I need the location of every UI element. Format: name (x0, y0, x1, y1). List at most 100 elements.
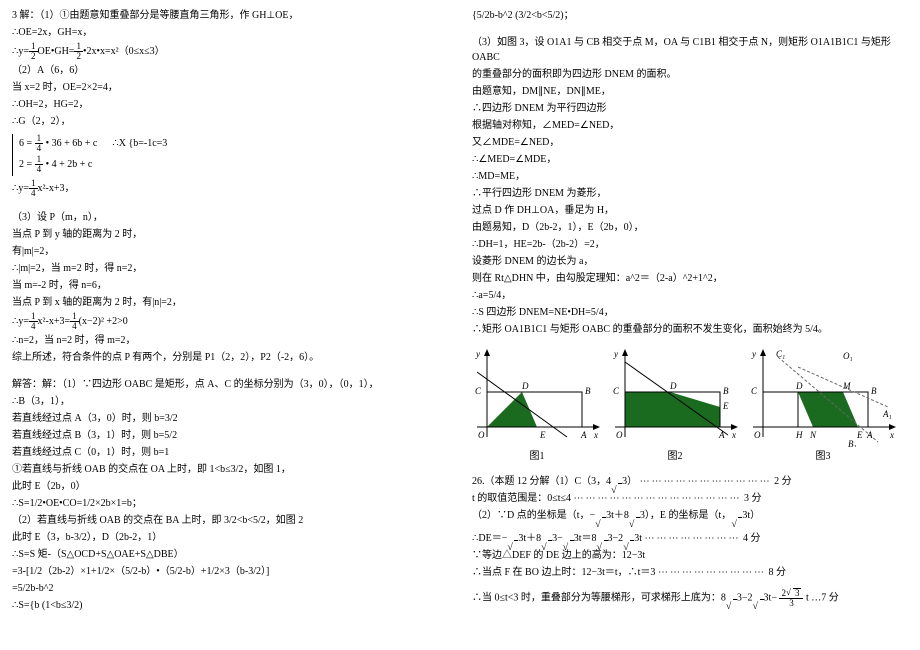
svg-text:B: B (871, 386, 877, 396)
text: ∴DH=1，HE=2b-（2b-2）=2， (472, 237, 908, 252)
spacer (12, 200, 448, 208)
text: ∵等边△DEF 的 DE 边上的高为：12−3t (472, 548, 908, 563)
text: ∴OE=2x，GH=x， (12, 25, 448, 40)
text: 若直线经过点 B（3，1）时，则 b=5/2 (12, 428, 448, 443)
svg-text:O: O (754, 430, 761, 440)
figure-label: 图3 (816, 449, 831, 464)
text: 设菱形 DNEM 的边长为 a， (472, 254, 908, 269)
text: 综上所述，符合条件的点 P 有两个，分别是 P1（2，2），P2（-2，6）。 (12, 350, 448, 365)
svg-text:x: x (593, 430, 598, 440)
svg-text:E: E (722, 401, 729, 411)
text: ∴S=S 矩-（S△OCD+S△OAE+S△DBE） (12, 547, 448, 562)
text: 26.（本题 12 分解（1）C（3，43） ⋯⋯⋯⋯⋯⋯⋯⋯⋯⋯⋯ 2 分 (472, 474, 908, 489)
text: ∴四边形 DNEM 为平行四边形 (472, 101, 908, 116)
svg-text:H: H (795, 430, 803, 440)
text: 当 x=2 时，OE=2×2=4， (12, 80, 448, 95)
figure-1: O x y C D B E A 图1 (472, 347, 602, 464)
text: {5/2b-b^2 (3/2<b<5/2)； (472, 8, 908, 23)
svg-text:E: E (856, 430, 863, 440)
svg-text:A: A (718, 430, 725, 440)
svg-text:C: C (475, 386, 482, 396)
svg-text:D: D (795, 381, 803, 391)
svg-text:y: y (475, 349, 480, 359)
svg-text:B: B (723, 386, 729, 396)
spacer (12, 367, 448, 375)
svg-text:O₁: O₁ (843, 351, 853, 361)
text: （2）∵D 点的坐标是（t，−3t＋83），E 的坐标是（t，3t） (472, 508, 908, 523)
text: ∴DE＝−3t＋83−3t＝83−23t ⋯⋯⋯⋯⋯⋯⋯⋯ 4 分 (472, 531, 908, 546)
svg-text:O: O (478, 430, 485, 440)
left-column: 3 解：（1）①由题意知重叠部分是等腰直角三角形，作 GH⊥OE， ∴OE=2x… (0, 0, 460, 650)
svg-text:C₁: C₁ (776, 349, 785, 359)
text: ∴矩形 OA1B1C1 与矩形 OABC 的重叠部分的面积不发生变化，面积始终为… (472, 322, 908, 337)
text: 当点 P 到 x 轴的距离为 2 时，有|n|=2， (12, 295, 448, 310)
figure-label: 图2 (668, 449, 683, 464)
text: ∴当 0≤t<3 时，重叠部分为等腰梯形，可求梯形上底为：83−23t− 233… (472, 588, 908, 608)
text: （2）若直线与折线 OAB 的交点在 BA 上时，即 3/2<b<5/2，如图 … (12, 513, 448, 528)
figure-3: O x y C C₁ D M B H N E A A₁ B₁ O₁ 图3 (748, 347, 898, 464)
text: （3）设 P（m，n）， (12, 210, 448, 225)
text: ∴y=14x²-x+3， (12, 179, 448, 198)
text: 解答：解：（1）∵四边形 OABC 是矩形，点 A、C 的坐标分别为（3，0），… (12, 377, 448, 392)
text: ∴OH=2，HG=2， (12, 97, 448, 112)
text: 则在 Rt△DHN 中，由勾股定理知：a^2＝（2-a）^2+1^2， (472, 271, 908, 286)
spacer (472, 25, 908, 33)
text: （2）A（6，6） (12, 63, 448, 78)
text: ∴G（2，2）， (12, 114, 448, 129)
figure-2: O x y C D B E A 图2 (610, 347, 740, 464)
text: （3）如图 3，设 O1A1 与 CB 相交于点 M，OA 与 C1B1 相交于… (472, 35, 908, 65)
svg-text:x: x (731, 430, 736, 440)
text: 由题易知，D（2b-2，1），E（2b，0）， (472, 220, 908, 235)
svg-text:D: D (669, 381, 677, 391)
text: ∴S=1/2•OE•CO=1/2×2b×1=b； (12, 496, 448, 511)
svg-text:x: x (889, 430, 894, 440)
svg-text:A: A (580, 430, 587, 440)
text: ∴n=2，当 n=2 时，得 m=2， (12, 333, 448, 348)
svg-text:B: B (585, 386, 591, 396)
text: =3-[1/2（2b-2）×1+1/2×（5/2-b）•（5/2-b）+1/2×… (12, 564, 448, 579)
svg-text:A₁: A₁ (882, 409, 892, 419)
svg-text:y: y (751, 349, 756, 359)
svg-text:B₁: B₁ (848, 439, 857, 447)
spacer (472, 525, 908, 529)
text: t 的取值范围是：0≤t≤4 ⋯⋯⋯⋯⋯⋯⋯⋯⋯⋯⋯⋯⋯⋯ 3 分 (472, 491, 908, 506)
text: 当点 P 到 y 轴的距离为 2 时， (12, 227, 448, 242)
text: 此时 E（3，b-3/2），D（2b-2，1） (12, 530, 448, 545)
text: 若直线经过点 C（0，1）时，则 b=1 (12, 445, 448, 460)
text: ∴y=12OE•GH=12•2x•x=x²（0≤x≤3） (12, 42, 448, 61)
text: 若直线经过点 A（3，0）时，则 b=3/2 (12, 411, 448, 426)
right-column: {5/2b-b^2 (3/2<b<5/2)； （3）如图 3，设 O1A1 与 … (460, 0, 920, 650)
text: ∴B（3，1）， (12, 394, 448, 409)
spacer (472, 582, 908, 586)
svg-text:y: y (613, 349, 618, 359)
text: ∴S 四边形 DNEM=NE•DH=5/4， (472, 305, 908, 320)
svg-text:E: E (539, 430, 546, 440)
text: ∴a=5/4， (472, 288, 908, 303)
svg-text:A: A (866, 430, 873, 440)
text: 由题意知，DM∥NE，DN∥ME， (472, 84, 908, 99)
brace-system: 6 = 14 • 36 + 6b + c ∴X {b=-1c=3 2 = 14 … (12, 134, 167, 176)
text: 又∠MDE=∠NED， (472, 135, 908, 150)
text: 此时 E（2b，0） (12, 479, 448, 494)
text: ∴平行四边形 DNEM 为菱形， (472, 186, 908, 201)
svg-text:O: O (616, 430, 623, 440)
text: 3 解：（1）①由题意知重叠部分是等腰直角三角形，作 GH⊥OE， (12, 8, 448, 23)
text: 的重叠部分的面积即为四边形 DNEM 的面积。 (472, 67, 908, 82)
text: ∴y=14x²-x+3=14(x−2)² +2>0 (12, 312, 448, 331)
svg-text:N: N (809, 430, 817, 440)
text: ∴当点 F 在 BO 边上时：12−3t＝t，∴t＝3 ⋯⋯⋯⋯⋯⋯⋯⋯⋯ 8 … (472, 565, 908, 580)
svg-text:D: D (521, 381, 529, 391)
svg-text:C: C (613, 386, 620, 396)
text: 有|m|=2， (12, 244, 448, 259)
text: ∴∠MED=∠MDE， (472, 152, 908, 167)
text: 根据轴对称知，∠MED=∠NED， (472, 118, 908, 133)
figure-label: 图1 (530, 449, 545, 464)
text: ∴S={b (1<b≤3/2) (12, 598, 448, 613)
text: ∴|m|=2，当 m=2 时，得 n=2， (12, 261, 448, 276)
figure-row: O x y C D B E A 图1 O x y C D B E A 图2 O … (472, 347, 908, 464)
text: =5/2b-b^2 (12, 581, 448, 596)
text: ①若直线与折线 OAB 的交点在 OA 上时，即 1<b≤3/2，如图 1， (12, 462, 448, 477)
text: 过点 D 作 DH⊥OA，垂足为 H， (472, 203, 908, 218)
svg-text:M: M (842, 381, 851, 391)
text: ∴MD=ME， (472, 169, 908, 184)
